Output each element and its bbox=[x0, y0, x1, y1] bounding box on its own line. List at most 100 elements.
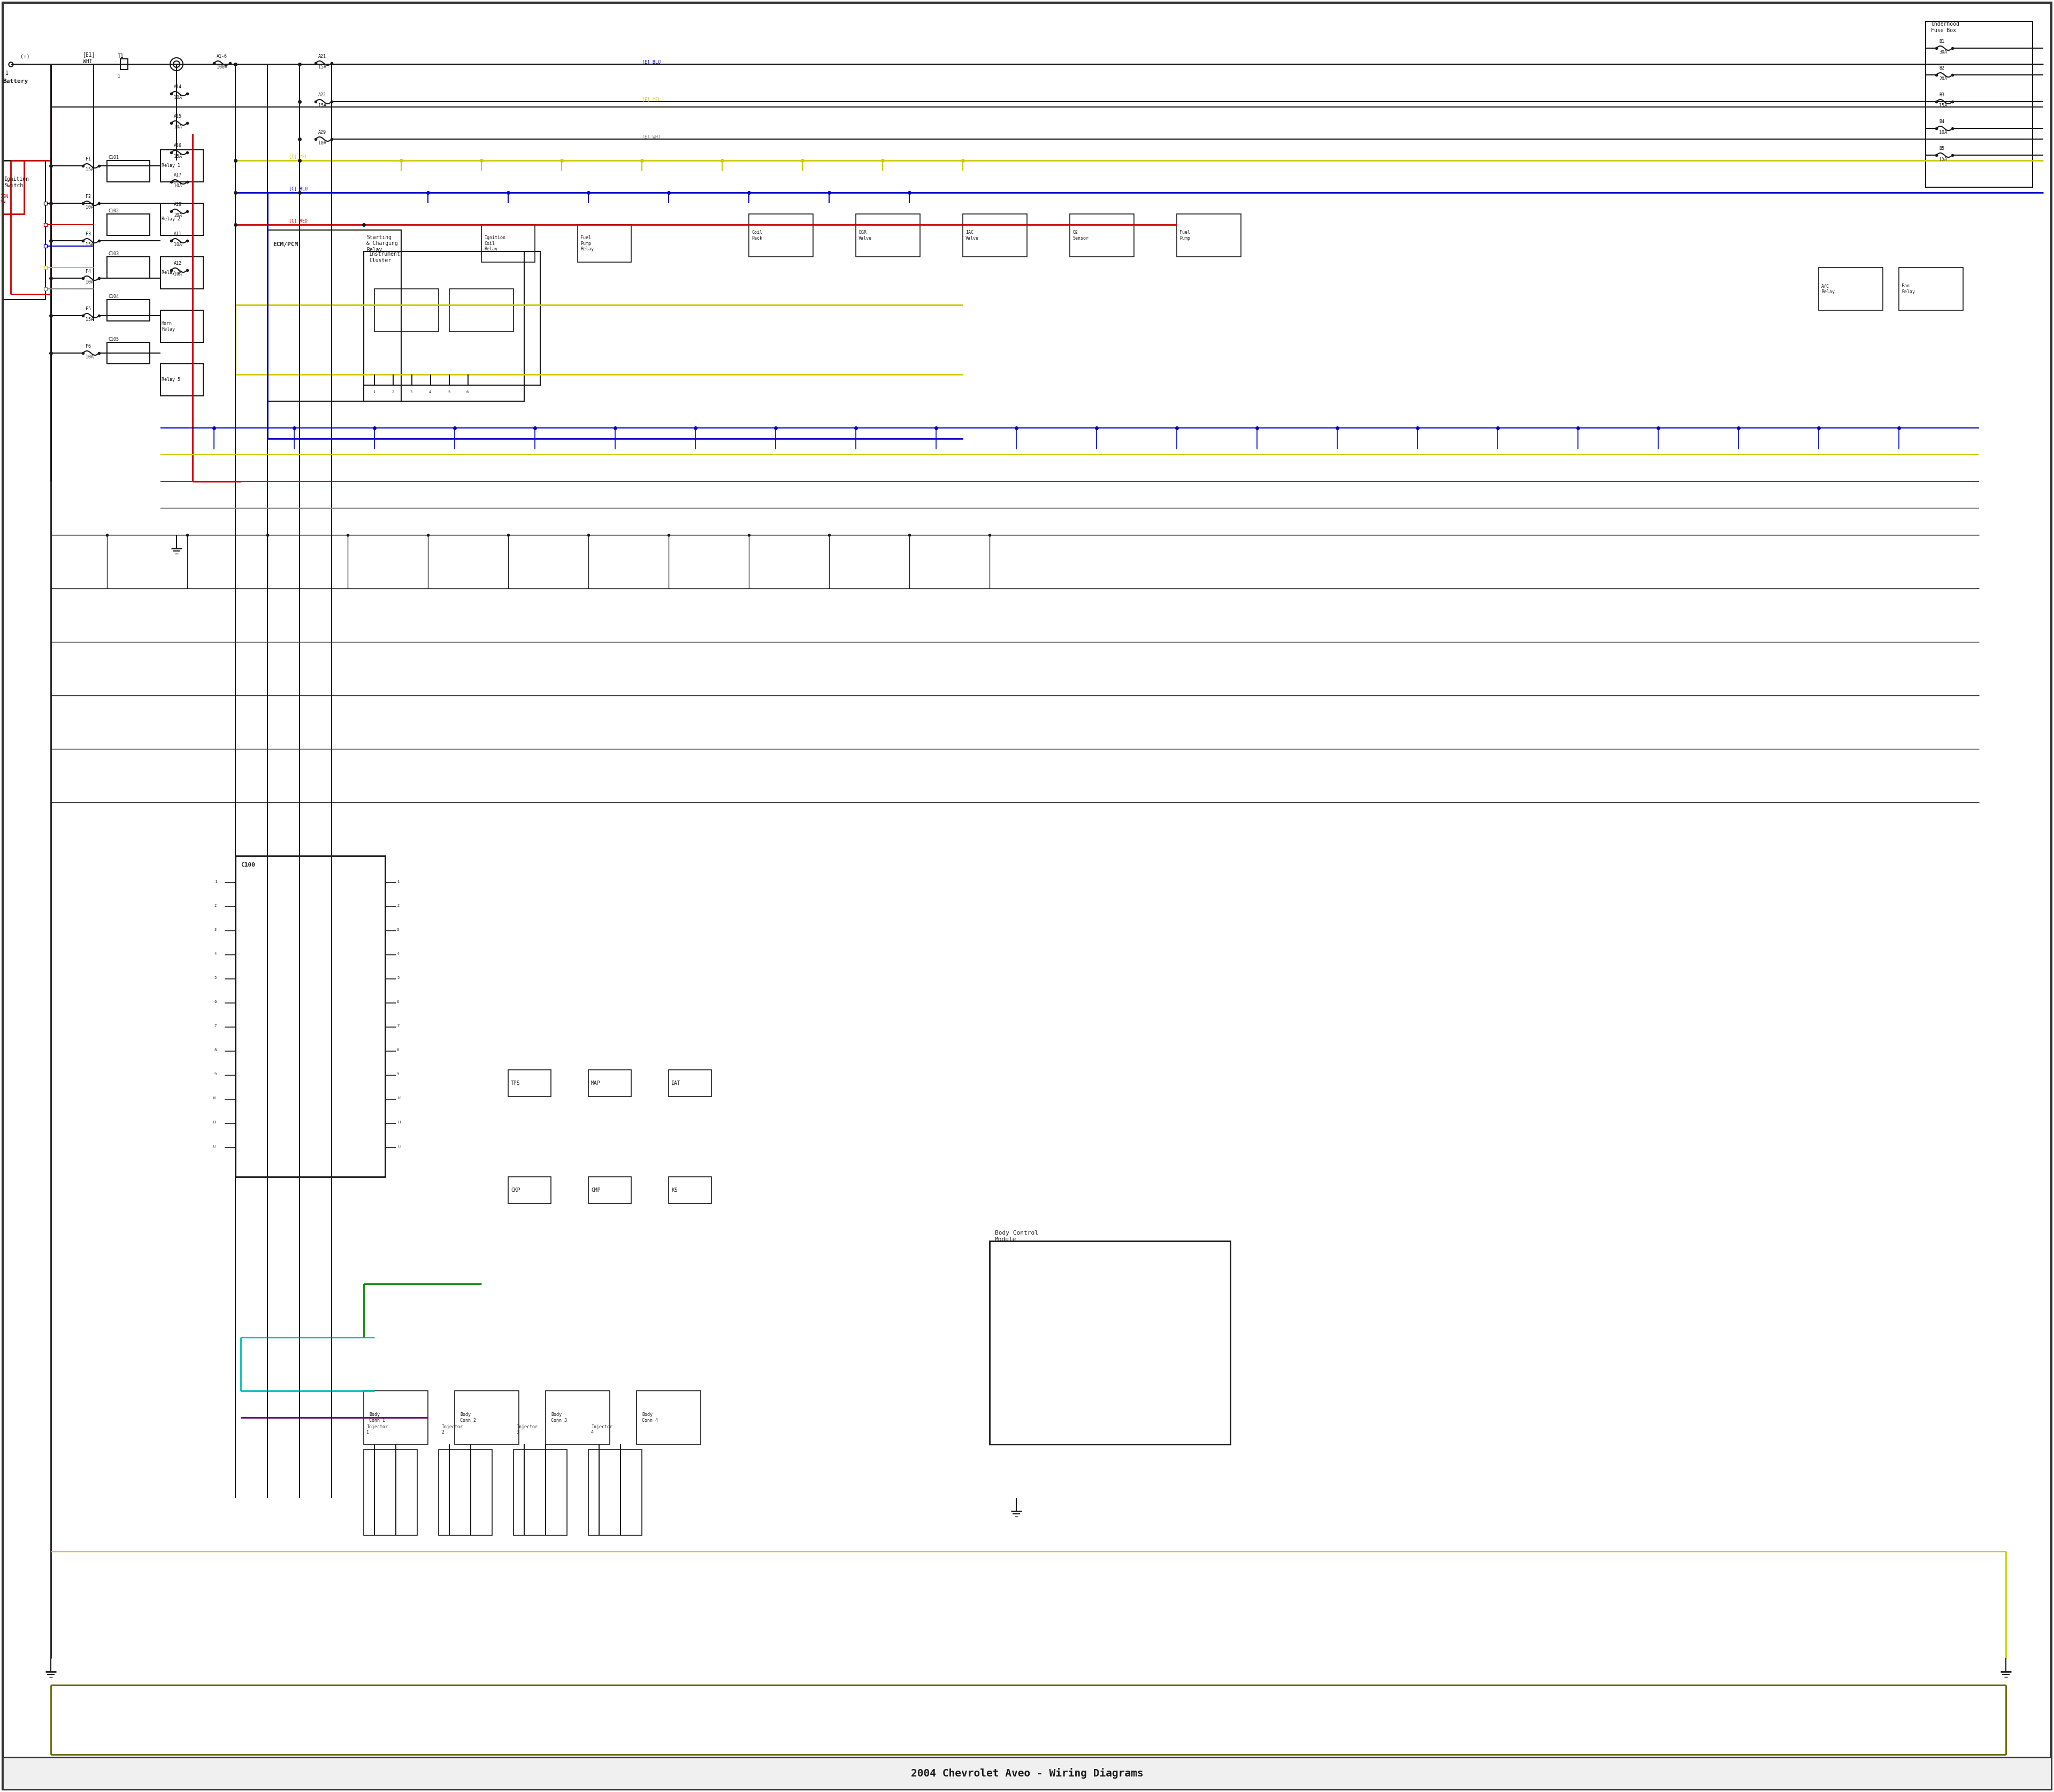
Text: 15A: 15A bbox=[86, 317, 94, 323]
Text: 8: 8 bbox=[214, 1048, 216, 1052]
Bar bbox=[107, 256, 150, 278]
Bar bbox=[107, 299, 150, 321]
Text: 10A: 10A bbox=[175, 95, 183, 100]
Text: 5: 5 bbox=[448, 391, 450, 394]
Text: 15A: 15A bbox=[318, 104, 327, 108]
Text: MAP: MAP bbox=[592, 1081, 600, 1086]
Bar bbox=[1927, 22, 2033, 186]
Bar bbox=[481, 224, 534, 262]
Text: [C] RED: [C] RED bbox=[290, 219, 308, 222]
Text: 3: 3 bbox=[411, 391, 413, 394]
Text: 20A: 20A bbox=[175, 213, 183, 217]
Text: Body
Conn 4: Body Conn 4 bbox=[641, 1412, 657, 1423]
Text: A11: A11 bbox=[175, 231, 183, 237]
Text: [C] YEL: [C] YEL bbox=[290, 154, 308, 159]
Text: 3: 3 bbox=[214, 928, 216, 932]
Text: 4: 4 bbox=[396, 952, 398, 955]
Text: C100: C100 bbox=[240, 862, 255, 867]
Text: 5: 5 bbox=[396, 977, 398, 980]
Text: F3: F3 bbox=[86, 231, 90, 237]
Text: 1: 1 bbox=[117, 73, 121, 79]
Bar bbox=[107, 342, 150, 364]
Text: B4: B4 bbox=[1939, 120, 1945, 124]
Bar bbox=[990, 1242, 1230, 1444]
Text: C104: C104 bbox=[109, 294, 119, 299]
Text: 11: 11 bbox=[212, 1120, 216, 1124]
Text: Fuel
Pump: Fuel Pump bbox=[1179, 229, 1189, 240]
Bar bbox=[750, 213, 813, 256]
Bar bbox=[587, 1450, 641, 1536]
Text: 5: 5 bbox=[214, 977, 216, 980]
Text: Instrument
Cluster: Instrument Cluster bbox=[370, 251, 401, 263]
Text: B2: B2 bbox=[1939, 66, 1945, 70]
Bar bbox=[107, 213, 150, 235]
Text: C105: C105 bbox=[109, 337, 119, 342]
Text: 2: 2 bbox=[214, 903, 216, 907]
Text: A29: A29 bbox=[318, 131, 327, 134]
Bar bbox=[507, 1177, 550, 1204]
Bar bbox=[546, 1391, 610, 1444]
Text: Coil
Pack: Coil Pack bbox=[752, 229, 762, 240]
Text: Fuel
Pump
Relay: Fuel Pump Relay bbox=[581, 235, 594, 251]
Text: B1: B1 bbox=[1939, 39, 1945, 43]
Text: EGR
Valve: EGR Valve bbox=[859, 229, 871, 240]
Text: 100A: 100A bbox=[216, 65, 228, 70]
Bar bbox=[1070, 213, 1134, 256]
Bar bbox=[857, 213, 920, 256]
Bar bbox=[2, 161, 25, 213]
Text: F5: F5 bbox=[86, 306, 90, 312]
Text: 30A: 30A bbox=[1939, 50, 1947, 54]
Text: CMP: CMP bbox=[592, 1188, 600, 1193]
Text: [C] BLU: [C] BLU bbox=[290, 186, 308, 192]
Text: Horn
Relay: Horn Relay bbox=[162, 321, 175, 332]
Bar bbox=[587, 1070, 631, 1097]
Text: A18: A18 bbox=[175, 202, 183, 208]
Text: 15A: 15A bbox=[175, 154, 183, 159]
Bar bbox=[577, 224, 631, 262]
Text: IAT: IAT bbox=[672, 1081, 680, 1086]
Bar bbox=[1898, 267, 1964, 310]
Text: 1: 1 bbox=[6, 70, 8, 75]
Bar bbox=[364, 1450, 417, 1536]
Text: 15A: 15A bbox=[1939, 156, 1947, 161]
Text: Body
Conn 2: Body Conn 2 bbox=[460, 1412, 477, 1423]
Text: 2004 Chevrolet Aveo - Wiring Diagrams: 2004 Chevrolet Aveo - Wiring Diagrams bbox=[910, 1769, 1144, 1779]
Bar bbox=[364, 1391, 427, 1444]
Text: F6: F6 bbox=[86, 344, 90, 349]
Text: 10A: 10A bbox=[318, 142, 327, 145]
Text: Relay 5: Relay 5 bbox=[162, 378, 181, 382]
Text: Body Control
Module: Body Control Module bbox=[994, 1231, 1037, 1242]
Bar bbox=[160, 364, 203, 396]
Text: A16: A16 bbox=[175, 143, 183, 149]
Bar bbox=[963, 213, 1027, 256]
Text: 12: 12 bbox=[212, 1145, 216, 1149]
Text: 9: 9 bbox=[214, 1073, 216, 1075]
Text: 10A: 10A bbox=[175, 272, 183, 276]
Text: A17: A17 bbox=[175, 172, 183, 177]
Text: 8: 8 bbox=[396, 1048, 398, 1052]
Text: Injector
2: Injector 2 bbox=[442, 1425, 462, 1435]
Bar bbox=[450, 289, 514, 332]
Text: [E] YEL: [E] YEL bbox=[641, 97, 661, 102]
Text: 10A: 10A bbox=[175, 242, 183, 247]
Text: F1: F1 bbox=[86, 156, 90, 161]
Text: C102: C102 bbox=[109, 208, 119, 213]
Text: 10A: 10A bbox=[175, 125, 183, 129]
Text: Relay 1: Relay 1 bbox=[162, 163, 181, 168]
Text: 10: 10 bbox=[396, 1097, 401, 1100]
Text: T1: T1 bbox=[117, 54, 123, 59]
Bar bbox=[514, 1450, 567, 1536]
Text: B5: B5 bbox=[1939, 145, 1945, 151]
Text: 15A: 15A bbox=[318, 65, 327, 70]
Text: A22: A22 bbox=[318, 93, 327, 97]
Bar bbox=[1177, 213, 1241, 256]
Bar bbox=[670, 1177, 711, 1204]
Text: A12: A12 bbox=[175, 262, 183, 265]
Text: 6: 6 bbox=[396, 1000, 398, 1004]
Text: 1: 1 bbox=[214, 880, 216, 883]
Bar bbox=[507, 1070, 550, 1097]
Bar bbox=[107, 161, 150, 181]
Text: A14: A14 bbox=[175, 84, 183, 90]
Text: 4: 4 bbox=[429, 391, 431, 394]
Bar bbox=[160, 256, 203, 289]
